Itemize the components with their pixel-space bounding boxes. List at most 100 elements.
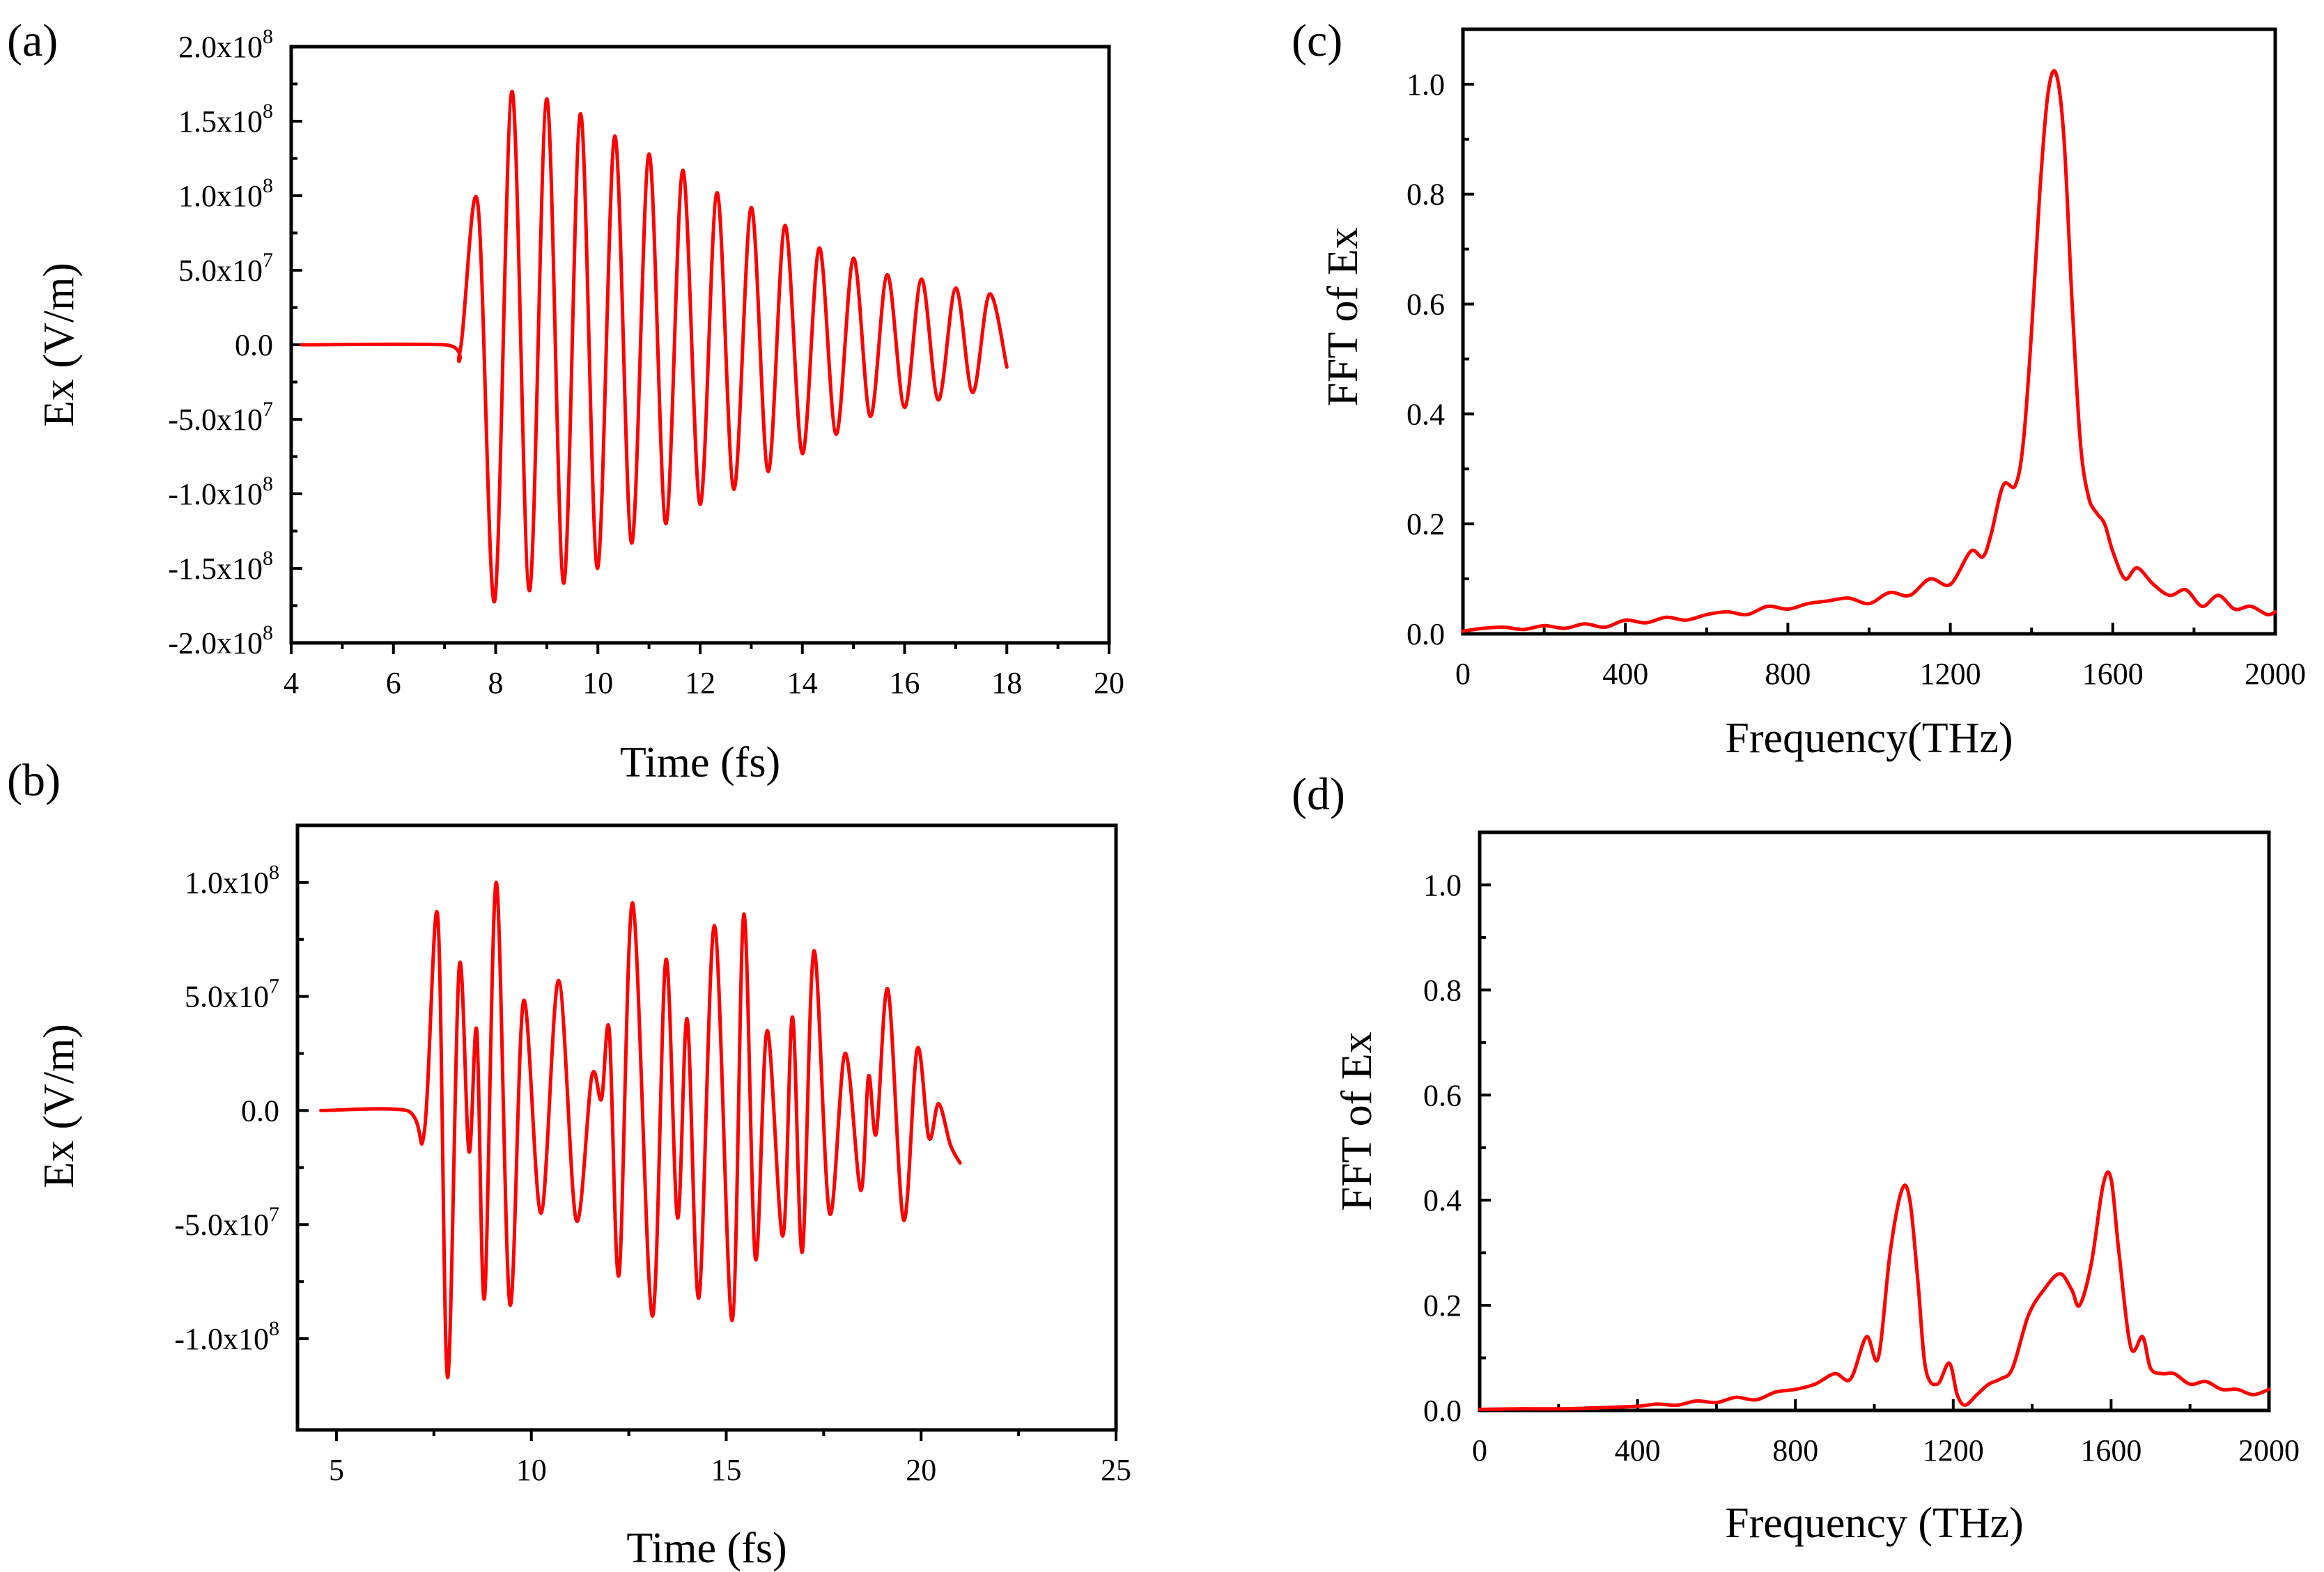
y-tick-exponent: 7 [269, 1203, 279, 1226]
y-tick-label: -1.0x108 [168, 472, 273, 511]
panel-label: (d) [1292, 769, 1345, 820]
y-tick-mantissa: 5.0x10 [178, 254, 263, 288]
x-tick-label: 400 [1602, 657, 1648, 691]
y-tick-exponent: 8 [263, 547, 273, 570]
y-tick-label: 1.0x108 [178, 174, 273, 213]
y-tick-label: 2.0x108 [178, 25, 273, 64]
y-tick-mantissa: 5.0x10 [185, 980, 269, 1014]
y-tick-mantissa: 0.2 [1407, 507, 1445, 541]
plot-frame [1461, 27, 2277, 636]
y-tick-mantissa: 0.0 [1407, 617, 1445, 651]
x-tick-label: 18 [991, 666, 1022, 700]
y-tick-mantissa: -5.0x10 [174, 1208, 269, 1242]
y-tick-exponent: 8 [263, 472, 273, 495]
y-tick-label: 1.5x108 [178, 100, 273, 139]
x-tick-label: 14 [787, 666, 818, 700]
x-tick-label: 15 [711, 1453, 741, 1487]
panel-label: (c) [1292, 15, 1342, 66]
y-tick-exponent: 8 [263, 100, 273, 123]
y-tick-label: 0.8 [1407, 178, 1445, 212]
x-axis-title: Frequency(THz) [1725, 715, 2013, 762]
x-tick-label: 6 [386, 666, 401, 700]
plot-frame [1478, 830, 2271, 1413]
y-tick-mantissa: 0.0 [235, 328, 273, 362]
y-tick-exponent: 8 [269, 1317, 279, 1340]
series-line-c-0 [1461, 69, 2277, 633]
x-tick-label: 0 [1455, 657, 1471, 691]
y-tick-mantissa: 0.4 [1423, 1183, 1462, 1217]
panel-label: (b) [7, 755, 61, 806]
y-tick-mantissa: 1.0x10 [178, 179, 263, 213]
series-line-d-0 [1478, 1170, 2271, 1411]
y-tick-mantissa: 0.8 [1423, 973, 1462, 1007]
y-tick-label: 0.6 [1423, 1078, 1462, 1112]
x-tick-label: 4 [284, 666, 299, 700]
y-tick-mantissa: -2.0x10 [168, 626, 263, 660]
series-line-b-0 [319, 880, 962, 1380]
y-axis-title: FFT of Ex [1319, 227, 1367, 406]
y-tick-mantissa: -1.0x10 [174, 1322, 269, 1356]
y-tick-mantissa: 0.6 [1423, 1078, 1462, 1112]
y-axis-title: Ex (V/m) [36, 1024, 83, 1188]
y-tick-exponent: 7 [263, 249, 273, 272]
x-axis-title: Time (fs) [620, 739, 780, 786]
x-axis-title: Time (fs) [626, 1525, 787, 1572]
chart-panel-d: (d) 0 400 800 1200 1600 2000 0.0 0.2 0.4 0.6 0.8 1.0… [1292, 769, 2300, 1547]
y-tick-label: 1.0 [1423, 868, 1462, 902]
y-tick-exponent: 7 [269, 975, 279, 998]
y-tick-label: -2.0x108 [168, 621, 273, 660]
x-tick-label: 12 [685, 666, 715, 700]
x-tick-label: 1200 [1920, 657, 1981, 691]
y-axis-title: Ex (V/m) [36, 263, 83, 427]
y-tick-label: 5.0x107 [178, 249, 273, 288]
chart-panel-a: (a)4 6 8 10 12 14 16 18 202.0x1081.5x1081.0x1085… [7, 15, 1124, 786]
y-tick-label: 0.2 [1423, 1289, 1462, 1323]
x-tick-label: 10 [582, 666, 613, 700]
x-tick-label: 10 [516, 1453, 547, 1487]
series-line-a-0 [300, 89, 1009, 604]
plot-frame [295, 823, 1118, 1432]
y-tick-label: 0.0 [235, 328, 273, 362]
y-tick-label: 0.0 [241, 1094, 279, 1128]
panel-label: (a) [7, 15, 58, 66]
y-tick-label: 1.0x108 [185, 861, 279, 900]
y-tick-mantissa: -5.0x10 [168, 403, 263, 437]
y-tick-mantissa: 0.4 [1407, 397, 1445, 431]
y-tick-label: 0.6 [1407, 288, 1445, 322]
x-tick-label: 800 [1772, 1433, 1818, 1468]
y-tick-label: 0.0 [1423, 1394, 1462, 1428]
y-tick-mantissa: 1.0x10 [185, 866, 269, 900]
y-tick-exponent: 8 [263, 174, 273, 197]
y-tick-mantissa: 0.8 [1407, 178, 1445, 212]
y-tick-label: -5.0x107 [174, 1203, 279, 1242]
y-tick-mantissa: -1.0x10 [168, 477, 263, 511]
y-tick-mantissa: -1.5x10 [168, 552, 263, 586]
y-tick-label: 0.0 [1407, 617, 1445, 651]
x-tick-label: 5 [329, 1453, 344, 1487]
y-tick-mantissa: 0.6 [1407, 288, 1445, 322]
x-tick-label: 1600 [2080, 1433, 2141, 1468]
x-tick-label: 1200 [1923, 1433, 1984, 1468]
x-tick-label: 0 [1472, 1433, 1487, 1468]
y-axis-title: FFT of Ex [1333, 1032, 1381, 1211]
x-tick-label: 8 [488, 666, 504, 700]
y-tick-exponent: 7 [263, 398, 273, 421]
x-tick-label: 800 [1765, 657, 1811, 691]
y-tick-label: 0.2 [1407, 507, 1445, 541]
y-tick-mantissa: 2.0x10 [178, 30, 263, 64]
y-tick-label: 0.8 [1423, 973, 1462, 1007]
y-tick-mantissa: 1.5x10 [178, 104, 263, 139]
x-tick-label: 25 [1101, 1453, 1131, 1487]
y-tick-label: 0.4 [1423, 1183, 1462, 1217]
y-tick-label: -5.0x107 [168, 398, 273, 437]
y-tick-label: -1.5x108 [168, 547, 273, 586]
y-tick-mantissa: 1.0 [1423, 868, 1462, 902]
y-tick-label: 5.0x107 [185, 975, 279, 1014]
y-tick-label: 0.4 [1407, 397, 1445, 431]
y-tick-exponent: 8 [263, 25, 273, 48]
y-tick-mantissa: 0.2 [1423, 1289, 1462, 1323]
y-tick-exponent: 8 [269, 861, 279, 884]
x-axis-title: Frequency (THz) [1725, 1500, 2024, 1547]
y-tick-mantissa: 0.0 [241, 1094, 279, 1128]
